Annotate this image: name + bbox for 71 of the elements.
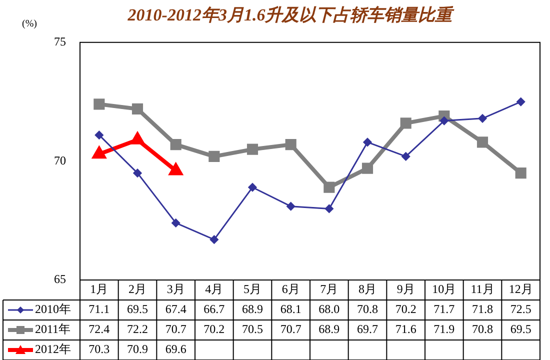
point <box>400 118 412 129</box>
point <box>478 114 487 123</box>
point <box>476 136 488 148</box>
x-tick-label: 6月 <box>282 282 300 296</box>
point <box>131 132 144 144</box>
data-label: 69.6 <box>165 342 186 356</box>
data-label: 71.8 <box>472 302 493 316</box>
point <box>324 204 334 213</box>
point <box>248 183 257 192</box>
data-label: 70.8 <box>472 322 493 336</box>
data-label: 68.9 <box>318 322 340 336</box>
legend-label: 2011年 <box>35 322 71 336</box>
data-label: 72.2 <box>127 322 148 336</box>
data-label: 70.8 <box>357 302 378 316</box>
data-label: 71.7 <box>434 302 455 316</box>
point <box>516 98 526 106</box>
data-label: 70.2 <box>204 322 225 336</box>
data-label: 68.1 <box>280 302 302 316</box>
y-tick-label: 75 <box>54 34 66 49</box>
data-label: 70.3 <box>88 342 110 356</box>
x-tick-label: 1月 <box>90 282 108 296</box>
chart-title: 2010-2012年3月1.6升及以下占轿车销量比重 <box>126 6 456 25</box>
point <box>132 103 144 114</box>
point <box>94 130 104 140</box>
data-label: 71.9 <box>434 322 455 336</box>
data-label: 71.1 <box>88 302 110 316</box>
legend-label: 2012年 <box>35 342 71 356</box>
data-label: 68.0 <box>318 302 340 316</box>
point <box>402 152 410 161</box>
x-tick-label: 12月 <box>508 282 533 296</box>
y-tick-label: 70 <box>54 153 66 168</box>
point <box>324 182 335 193</box>
data-label: 69.5 <box>510 322 532 336</box>
x-tick-label: 5月 <box>244 282 262 296</box>
data-label: 67.4 <box>165 302 186 316</box>
point <box>363 138 372 146</box>
x-tick-label: 2月 <box>128 282 146 296</box>
point <box>208 150 220 162</box>
point <box>246 144 258 155</box>
x-tick-label: 4月 <box>205 282 224 296</box>
data-label: 66.7 <box>204 302 225 316</box>
x-tick-label: 11月 <box>470 282 494 296</box>
data-label: 68.9 <box>242 302 263 316</box>
y-axis-title: (%) <box>22 18 37 30</box>
point <box>362 162 374 174</box>
point <box>285 139 296 150</box>
data-label: 70.7 <box>280 322 302 336</box>
data-label: 72.4 <box>88 322 110 336</box>
data-label: 72.5 <box>510 302 532 316</box>
point <box>440 116 448 126</box>
point <box>210 235 218 244</box>
data-label: 70.9 <box>127 342 148 356</box>
x-tick-label: 3月 <box>166 282 185 296</box>
x-tick-label: 10月 <box>432 282 456 296</box>
point <box>286 202 296 211</box>
data-label: 69.7 <box>357 322 378 336</box>
legend-label: 2010年 <box>35 302 71 316</box>
data-label: 70.7 <box>165 322 186 336</box>
x-tick-label: 9月 <box>396 282 415 296</box>
x-tick-label: 7月 <box>320 282 338 296</box>
point <box>170 139 182 150</box>
y-tick-label: 65 <box>54 272 66 286</box>
data-label: 70.2 <box>395 302 416 316</box>
data-label: 71.6 <box>395 322 416 336</box>
point <box>94 98 105 110</box>
data-label: 70.5 <box>242 322 263 336</box>
data-label: 69.5 <box>127 302 148 316</box>
point <box>133 168 142 178</box>
point <box>172 218 180 228</box>
x-tick-label: 8月 <box>358 282 376 296</box>
point <box>515 168 526 179</box>
